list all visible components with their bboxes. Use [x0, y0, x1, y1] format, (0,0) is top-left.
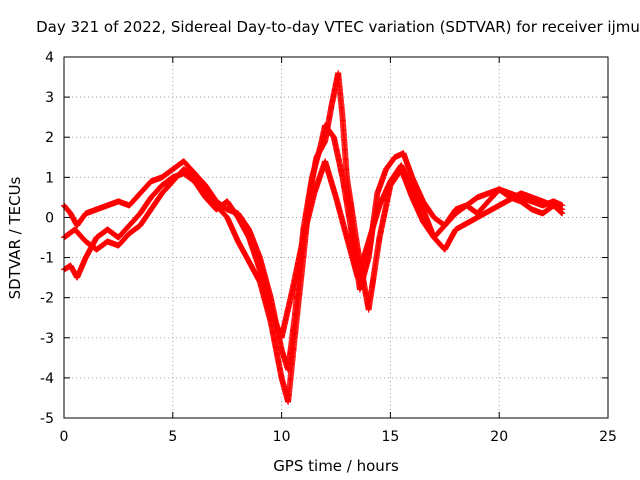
y-tick-label: 2 [45, 130, 54, 146]
x-tick-label: 20 [490, 429, 508, 445]
series-track-c [61, 158, 566, 341]
y-tick-label: -3 [40, 331, 54, 347]
x-tick-label: 0 [60, 429, 69, 445]
x-axis-ticks: 0 5 10 15 20 25 [60, 57, 617, 445]
y-tick-label: -4 [40, 371, 54, 387]
y-axis-label: SDTVAR / TECUs [6, 176, 24, 299]
grid-lines [64, 57, 608, 418]
data-point [559, 206, 566, 213]
data-points [61, 70, 566, 405]
y-tick-label: -5 [40, 411, 54, 427]
x-tick-label: 15 [381, 429, 399, 445]
x-tick-label: 5 [168, 429, 177, 445]
y-tick-label: -2 [40, 291, 54, 307]
y-tick-label: 4 [45, 50, 54, 66]
x-tick-label: 25 [599, 429, 617, 445]
y-tick-label: -1 [40, 251, 54, 267]
series-track-b [61, 70, 566, 405]
x-axis-label: GPS time / hours [273, 457, 399, 475]
y-tick-label: 1 [45, 170, 54, 186]
y-tick-label: 0 [45, 210, 54, 226]
plot-frame [63, 56, 609, 419]
x-tick-label: 10 [273, 429, 291, 445]
y-tick-label: 3 [45, 90, 54, 106]
chart-title: Day 321 of 2022, Sidereal Day-to-day VTE… [36, 18, 640, 36]
y-axis-ticks: -5 -4 -3 -2 -1 0 1 2 3 4 [40, 50, 608, 427]
